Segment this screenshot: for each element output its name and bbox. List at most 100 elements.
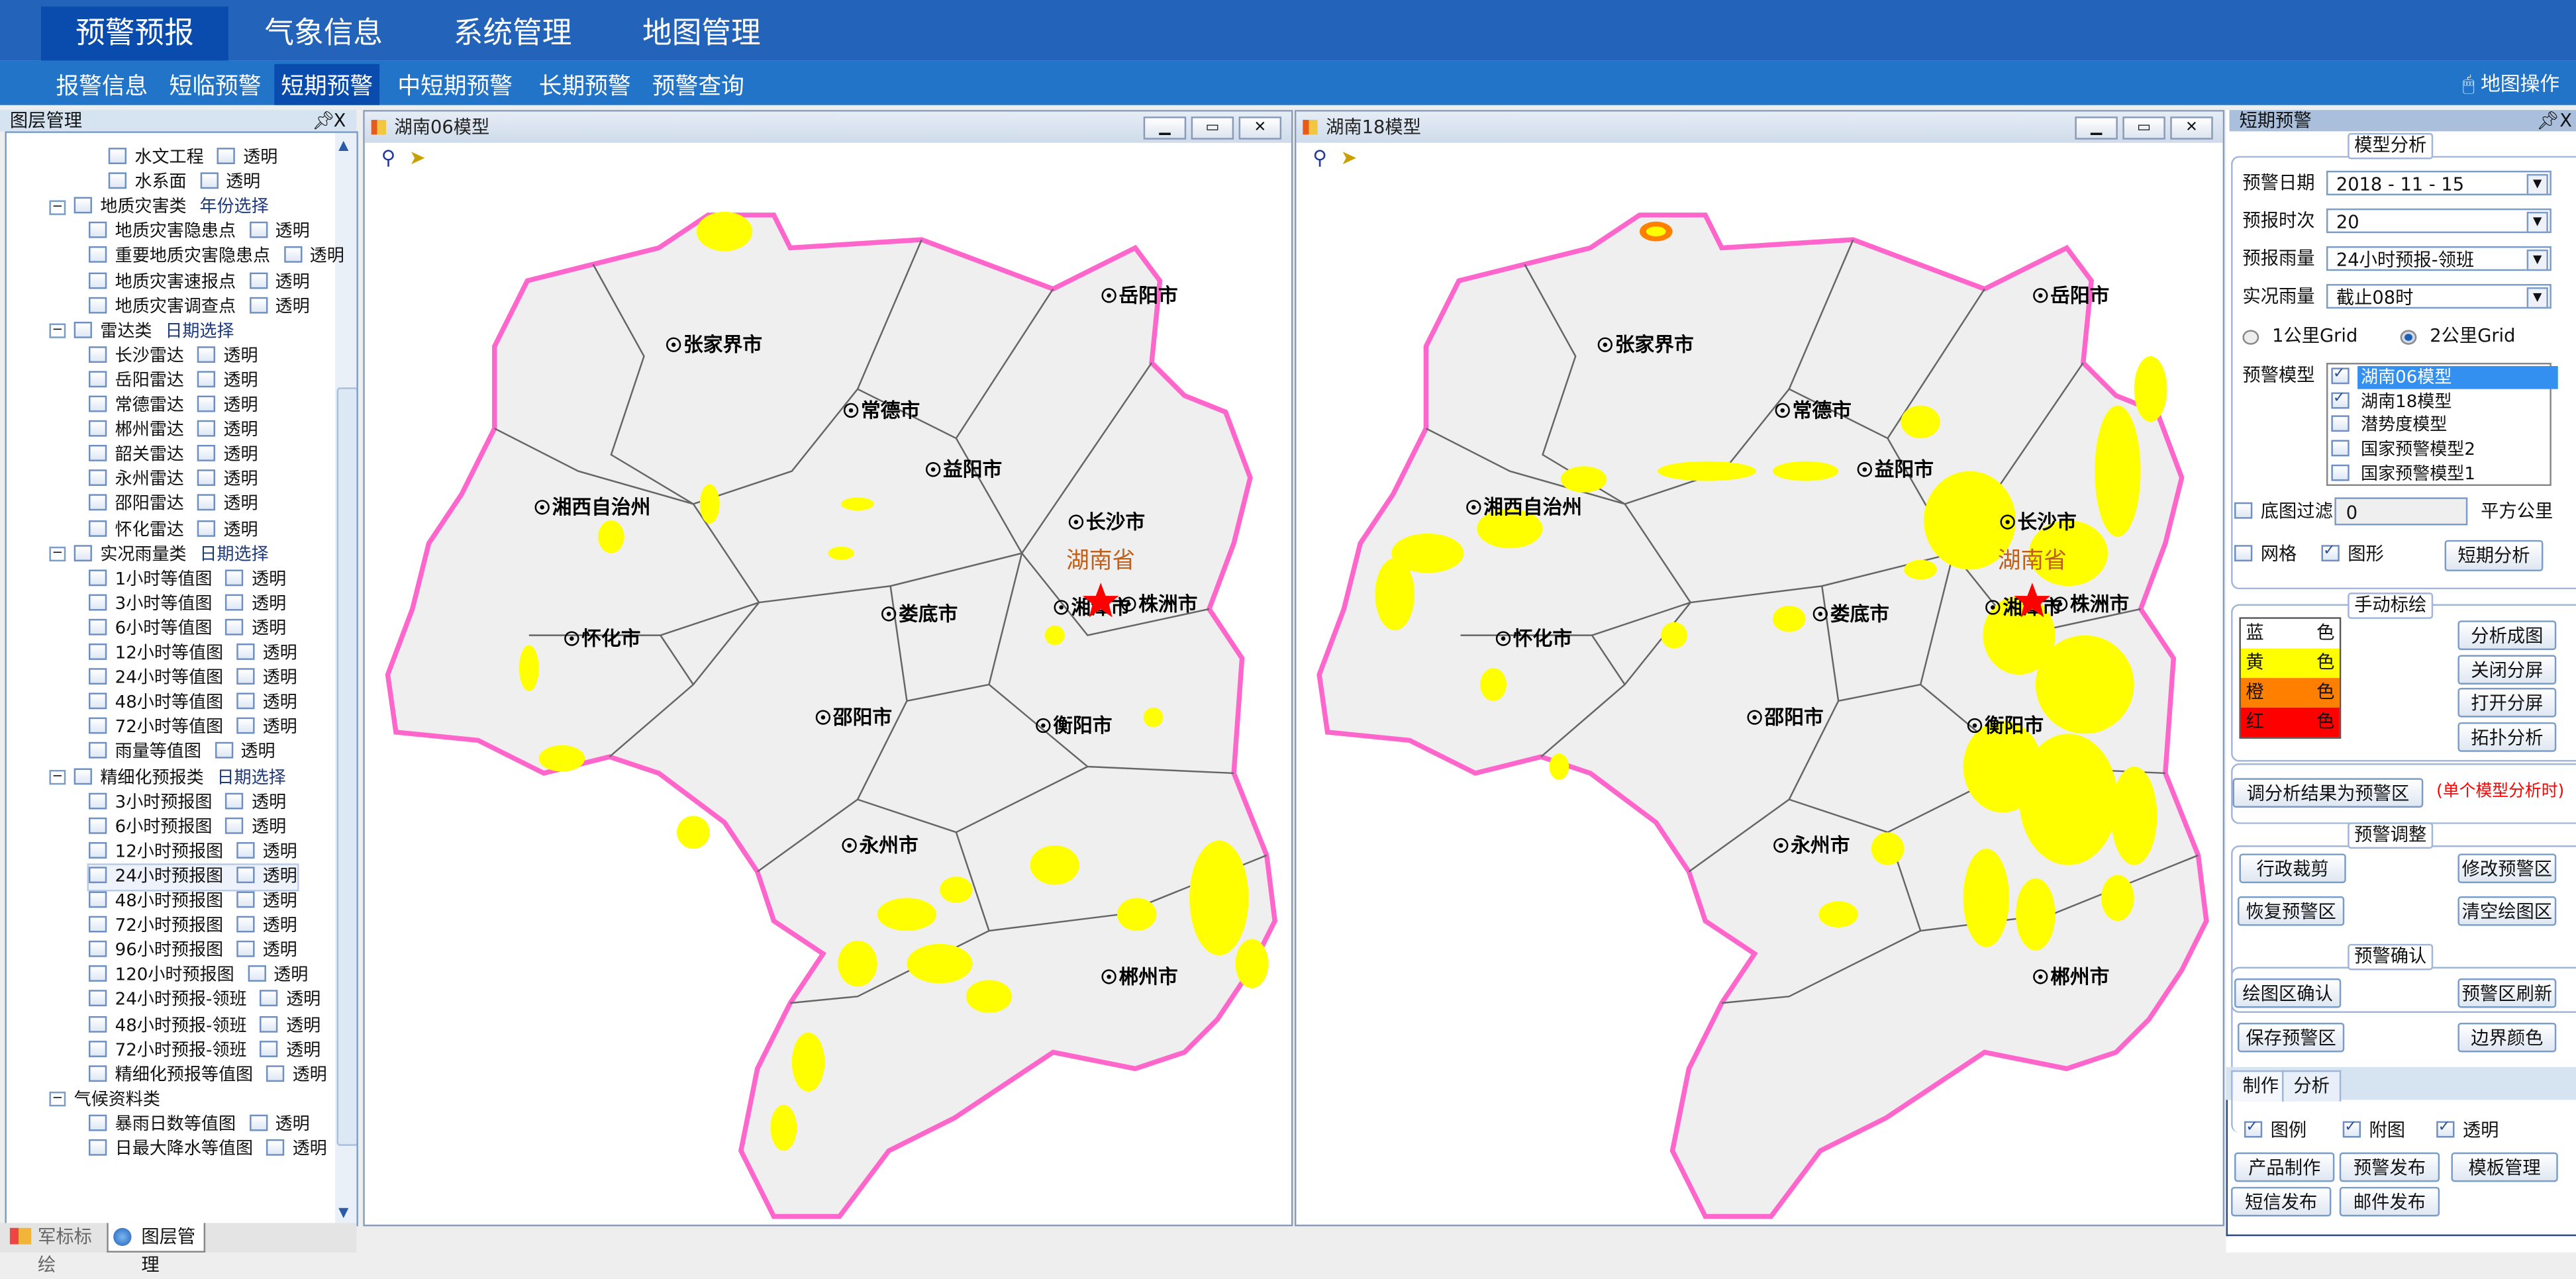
scroll-up-icon[interactable]: ▲: [338, 138, 349, 153]
tree-item[interactable]: 永州雷达 透明: [88, 468, 258, 493]
transparent-checkbox[interactable]: [283, 246, 302, 263]
close-button[interactable]: ✕: [2170, 117, 2213, 140]
transparent-checkbox[interactable]: [247, 965, 266, 982]
layer-checkbox[interactable]: [88, 718, 107, 735]
collapse-icon[interactable]: −: [49, 769, 66, 785]
layer-checkbox[interactable]: [88, 668, 107, 685]
layer-checkbox[interactable]: [88, 222, 107, 239]
template-management-button[interactable]: 模板管理: [2451, 1152, 2558, 1182]
transparent-checkbox[interactable]: [266, 1139, 285, 1156]
transparent-checkbox[interactable]: [217, 148, 235, 164]
transparent-checkbox[interactable]: [236, 941, 255, 958]
transparent-toggle[interactable]: 透明: [260, 1040, 321, 1060]
transparent-checkbox[interactable]: [236, 692, 255, 710]
admin-clip-button[interactable]: 行政裁剪: [2239, 853, 2346, 884]
tab-produce[interactable]: 制作: [2231, 1070, 2291, 1102]
transparent-toggle[interactable]: 透明: [236, 643, 297, 663]
model-list-item[interactable]: 国家预警模型2: [2331, 438, 2546, 461]
transparent-toggle[interactable]: 透明: [225, 817, 286, 837]
tree-item[interactable]: 韶关雷达 透明: [88, 444, 258, 468]
layer-checkbox[interactable]: [88, 1114, 107, 1131]
transparent-checkbox[interactable]: [225, 817, 244, 833]
select-pointer-icon[interactable]: ➤: [1340, 146, 1358, 169]
topology-analysis-button[interactable]: 拓扑分析: [2457, 722, 2557, 752]
transparent-checkbox[interactable]: [197, 371, 215, 387]
tree-item[interactable]: 地质灾害调查点 透明: [88, 295, 310, 319]
date-select-link[interactable]: 日期选择: [165, 321, 234, 342]
model-list-item[interactable]: 湖南06模型: [2331, 363, 2558, 389]
layer-checkbox[interactable]: [88, 495, 107, 512]
transparent-toggle[interactable]: 透明: [248, 1114, 310, 1134]
select-pointer-icon[interactable]: ➤: [409, 146, 426, 169]
transparent-checkbox[interactable]: [197, 445, 215, 462]
transparent-toggle[interactable]: 透明: [197, 395, 258, 415]
map-canvas[interactable]: 岳阳市张家界市常德市益阳市湘西自治州长沙市湘潭市株洲市娄底市怀化市衡阳市邵阳市永…: [365, 143, 1291, 1225]
subnav-long-term-warning[interactable]: 长期预警: [538, 73, 631, 101]
tree-item[interactable]: 水文工程 透明: [108, 146, 277, 171]
tree-item[interactable]: 水系面 透明: [108, 171, 260, 195]
transparent-toggle[interactable]: 透明: [197, 420, 258, 440]
color-legend-row[interactable]: 橙色: [2240, 678, 2340, 708]
transparent-toggle[interactable]: 透明: [197, 519, 258, 540]
model-list-item[interactable]: 潜势度模型: [2331, 414, 2546, 438]
tree-item[interactable]: 72小时等值图 透明: [88, 716, 297, 741]
transparent-toggle[interactable]: 透明: [260, 1015, 321, 1035]
tree-item[interactable]: 12小时预报图 透明: [88, 840, 297, 865]
close-icon[interactable]: X: [2559, 110, 2572, 132]
layer-checkbox[interactable]: [88, 742, 107, 759]
transparent-checkbox[interactable]: [248, 222, 268, 239]
radio-selected-icon[interactable]: [2400, 329, 2417, 344]
open-split-screen-button[interactable]: 打开分屏: [2457, 687, 2557, 718]
tree-item[interactable]: 重要地质灾害隐患点 透明: [88, 245, 344, 269]
tree-item[interactable]: 常德雷达 透明: [88, 394, 258, 418]
layer-checkbox[interactable]: [88, 371, 107, 387]
date-select-link[interactable]: 年份选择: [199, 197, 269, 217]
window-titlebar[interactable]: 湖南06模型 ▁ ▭ ✕: [364, 111, 1291, 143]
layer-checkbox[interactable]: [88, 1139, 107, 1156]
transparent-checkbox[interactable]: [260, 1015, 278, 1032]
tab-military-plotting[interactable]: 军标标绘: [5, 1223, 103, 1276]
transparent-toggle[interactable]: 透明: [236, 867, 297, 886]
scroll-down-icon[interactable]: ▼: [338, 1205, 349, 1220]
layer-checkbox[interactable]: [88, 916, 107, 933]
boundary-color-button[interactable]: 边界颜色: [2457, 1022, 2557, 1053]
layer-checkbox[interactable]: [88, 271, 107, 289]
tab-analysis[interactable]: 分析: [2281, 1070, 2342, 1102]
transparent-checkbox[interactable]: [197, 495, 215, 512]
layer-checkbox[interactable]: [88, 965, 107, 982]
transparent-toggle[interactable]: 透明: [199, 172, 260, 192]
nav-weather-info[interactable]: 气象信息: [264, 16, 383, 51]
layer-checkbox[interactable]: [88, 792, 107, 809]
minimize-button[interactable]: ▁: [1143, 117, 1187, 140]
chevron-down-icon[interactable]: ▼: [2526, 287, 2548, 309]
subnav-nowcast-warning[interactable]: 短临预警: [169, 73, 262, 101]
tree-item[interactable]: 1小时等值图 透明: [88, 567, 286, 592]
pin-icon[interactable]: 📌︎: [2536, 110, 2560, 132]
transparent-toggle[interactable]: 透明: [197, 346, 258, 365]
transparent-checkbox[interactable]: 透明: [2436, 1116, 2499, 1143]
date-select-link[interactable]: 日期选择: [217, 767, 286, 788]
pin-icon[interactable]: 📌︎: [312, 110, 336, 132]
transparent-toggle[interactable]: 透明: [197, 469, 258, 490]
tree-item[interactable]: 3小时预报图 透明: [88, 790, 286, 815]
transparent-toggle[interactable]: 透明: [236, 692, 297, 713]
pan-tool-icon[interactable]: ⚲: [381, 146, 396, 169]
shape-checkbox[interactable]: 图形: [2321, 540, 2384, 567]
checkbox[interactable]: [2234, 502, 2253, 519]
tree-item[interactable]: 120小时预报图 透明: [88, 964, 308, 988]
tree-item[interactable]: 72小时预报图 透明: [88, 914, 297, 939]
grid-1km-radio[interactable]: 1公里Grid: [2242, 325, 2357, 348]
nav-system-management[interactable]: 系统管理: [453, 16, 572, 51]
chevron-down-icon[interactable]: ▼: [2526, 249, 2548, 271]
layer-checkbox[interactable]: [88, 692, 107, 710]
layer-checkbox[interactable]: [88, 841, 107, 859]
tree-group[interactable]: − 地质灾害类 年份选择: [49, 196, 269, 220]
maximize-button[interactable]: ▭: [2122, 117, 2165, 140]
tab-layer-management[interactable]: 图层管理: [107, 1223, 206, 1276]
map-canvas[interactable]: 岳阳市张家界市常德市益阳市湘西自治州长沙市湘潭市株洲市娄底市怀化市衡阳市邵阳市永…: [1296, 143, 2222, 1225]
subnav-short-term-warning[interactable]: 短期预警: [274, 64, 380, 105]
forecast-time-select[interactable]: 20 ▼: [2326, 208, 2551, 234]
scrollbar-thumb[interactable]: [336, 387, 357, 1146]
model-list-item[interactable]: 湖南18模型: [2331, 387, 2546, 413]
window-titlebar[interactable]: 湖南18模型 ▁ ▭ ✕: [1296, 111, 2223, 143]
